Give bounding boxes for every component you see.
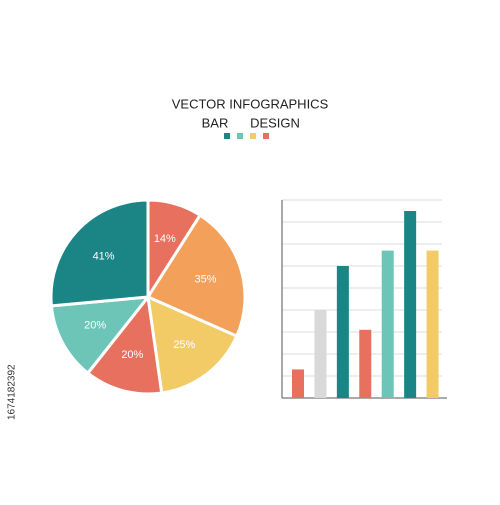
bar <box>426 250 439 398</box>
slice-label: 35% <box>195 273 217 285</box>
dot <box>224 133 230 139</box>
subtitle-right: DESIGN <box>250 115 300 130</box>
pie-slice <box>85 293 164 396</box>
dot <box>250 133 256 139</box>
color-dots <box>224 133 269 139</box>
bar <box>314 310 327 398</box>
pie-slice <box>145 213 247 339</box>
slice-label: 41% <box>93 250 115 262</box>
slice-label: 25% <box>173 339 195 351</box>
slice-label: 20% <box>84 320 106 332</box>
stock-id: 1674182392 <box>7 364 18 420</box>
bar <box>359 329 372 398</box>
pie-slice <box>49 295 152 376</box>
subtitle-left: BAR <box>202 115 229 130</box>
bar <box>292 369 304 398</box>
dot <box>237 133 243 139</box>
bar <box>404 211 417 398</box>
slice-label: 14% <box>154 233 176 245</box>
slice-label: 20% <box>121 349 143 361</box>
bar <box>381 250 394 398</box>
bar <box>336 266 349 398</box>
pie-slice <box>49 198 150 308</box>
title: VECTOR INFOGRAPHICS <box>172 96 329 111</box>
dot <box>263 133 269 139</box>
pie-slice <box>146 294 239 395</box>
